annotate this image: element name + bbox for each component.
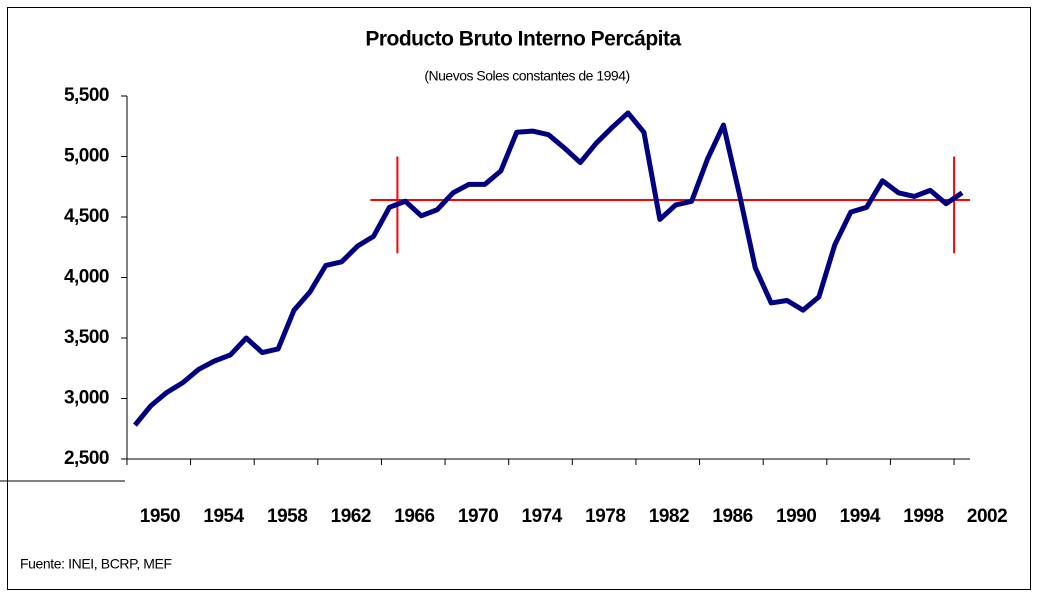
chart-frame	[7, 7, 1031, 590]
y-tick-label: 3,000	[64, 388, 109, 409]
x-tick-label: 1982	[649, 506, 689, 527]
x-tick-label: 2002	[967, 506, 1007, 527]
x-tick-label: 1954	[203, 506, 244, 527]
x-tick-label: 1962	[331, 506, 371, 527]
y-tick-label: 5,500	[64, 85, 109, 106]
y-tick-label: 2,500	[64, 448, 109, 469]
y-tick-label: 3,500	[64, 327, 109, 348]
x-tick-label: 1998	[903, 506, 943, 527]
x-tick-label: 1966	[394, 506, 434, 527]
y-tick-label: 5,000	[64, 146, 109, 167]
x-tick-label: 1950	[140, 506, 180, 527]
data-line	[133, 110, 964, 427]
x-tick-label: 1974	[522, 506, 563, 527]
source-note: Fuente: INEI, BCRP, MEF	[20, 556, 172, 572]
x-tick-label: 1958	[267, 506, 307, 527]
x-tick-label: 1970	[458, 506, 498, 527]
x-tick-label: 1994	[840, 506, 881, 527]
chart-subtitle: (Nuevos Soles constantes de 1994)	[424, 68, 629, 84]
y-tick-label: 4,500	[64, 206, 109, 227]
y-tick-label: 4,000	[64, 267, 109, 288]
x-tick-label: 1978	[585, 506, 625, 527]
x-tick-label: 1990	[776, 506, 816, 527]
chart-title: Producto Bruto Interno Percápita	[365, 28, 681, 51]
x-tick-label: 1986	[712, 506, 752, 527]
